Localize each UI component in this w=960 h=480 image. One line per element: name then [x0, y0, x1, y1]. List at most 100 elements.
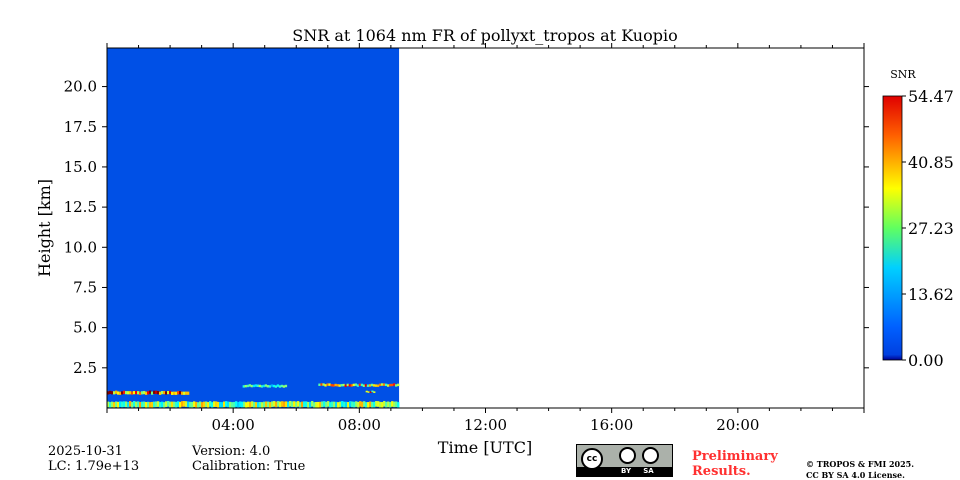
heatmap-cell [287, 401, 290, 408]
colorbar-tick-label: 40.85 [908, 153, 954, 172]
y-tick-label: 5.0 [73, 319, 97, 337]
heatmap-cell [141, 391, 144, 395]
heatmap-cell [367, 391, 370, 393]
heatmap-cell [334, 383, 337, 387]
heatmap-cell [107, 391, 110, 395]
heatmap-cell [260, 385, 264, 388]
heatmap-cell [161, 390, 164, 395]
heatmap-cell [332, 384, 335, 387]
preliminary-line2: Results. [692, 464, 751, 479]
y-tick-label: 17.5 [64, 118, 97, 136]
heatmap-cell [373, 391, 376, 393]
heatmap-cell [320, 383, 323, 386]
heatmap-cell [278, 385, 282, 388]
heatmap-cell [365, 390, 368, 393]
heatmap-cell [317, 401, 320, 408]
heatmap-cell [322, 383, 325, 386]
calibration-label: Calibration: True [192, 459, 306, 474]
heatmap-cell [325, 401, 328, 408]
heatmap-cell [395, 401, 398, 408]
heatmap-cell [261, 402, 264, 408]
heatmap-cell [324, 384, 327, 387]
heatmap-cell [318, 383, 321, 386]
heatmap-cell [307, 401, 310, 408]
version-label: Version: 4.0 [192, 444, 271, 459]
heatmap-cell [253, 401, 256, 408]
heatmap-cell [311, 400, 314, 407]
heatmap-cell [357, 401, 360, 408]
heatmap-cell [328, 383, 331, 386]
heatmap-cell [359, 401, 362, 407]
heatmap-cell [369, 391, 372, 393]
heatmap-cell [135, 401, 138, 408]
heatmap-cell [393, 401, 396, 408]
heatmap-cell [285, 401, 288, 408]
preliminary-line1: Preliminary [692, 449, 778, 464]
y-tick-label: 7.5 [73, 278, 97, 296]
x-axis-label: Time [UTC] [438, 438, 532, 457]
heatmap-cell [245, 402, 248, 408]
heatmap-cell [309, 401, 312, 408]
heatmap-cell [249, 401, 252, 408]
heatmap-cell [348, 384, 351, 387]
heatmap-cell [165, 391, 168, 395]
heatmap-cell [109, 402, 112, 408]
heatmap-cell [115, 390, 118, 394]
heatmap-cell [391, 383, 394, 387]
heatmap-cell [267, 401, 270, 408]
heatmap-cell [173, 391, 176, 395]
x-tick-label: 08:00 [338, 416, 381, 434]
heatmap-cell [381, 402, 384, 408]
heatmap-cell [279, 401, 282, 408]
heatmap-cell [383, 400, 386, 407]
colorbar-label: SNR [890, 68, 916, 81]
heatmap-cell [217, 401, 220, 408]
heatmap-cell [185, 401, 188, 407]
heatmap-cell [358, 383, 362, 386]
heatmap-cell [248, 384, 251, 387]
heatmap-cell [147, 401, 150, 408]
heatmap-cell [327, 401, 330, 407]
colorbar-tick-label: 13.62 [908, 285, 954, 304]
heatmap-cell [391, 401, 394, 407]
heatmap-cell [329, 402, 332, 408]
heatmap-cell [362, 384, 366, 387]
heatmap-cell [263, 401, 266, 408]
heatmap-cell [185, 391, 188, 395]
heatmap-cell [301, 401, 304, 408]
heatmap-cell [299, 402, 302, 408]
heatmap-cell [129, 401, 132, 407]
heatmap-cell [283, 401, 286, 408]
heatmap-cell [117, 391, 120, 395]
heatmap-cell [211, 402, 214, 408]
heatmap-cell [213, 401, 216, 407]
heatmap-cell [293, 401, 296, 407]
heatmap-cell [179, 401, 182, 408]
heatmap-cell [372, 384, 376, 387]
heatmap-cell [167, 391, 170, 395]
heatmap-cell [393, 383, 396, 386]
heatmap-cell [280, 384, 284, 388]
heatmap-cell [169, 401, 172, 408]
heatmap-cell [205, 401, 208, 408]
heatmap-cell [266, 385, 270, 388]
heatmap-cell [137, 401, 140, 407]
heatmap-cell [344, 384, 347, 387]
heatmap-cell [333, 401, 336, 408]
heatmap-cell [340, 384, 343, 387]
heatmap-cell [119, 391, 122, 395]
y-tick-label: 15.0 [64, 158, 97, 176]
heatmap-cell [133, 391, 136, 395]
axis-ticks: 04:00 08:00 12:00 16:00 20:00 2.5 5.0 7.5 10.0 12… [64, 43, 869, 434]
heatmap-cell [388, 383, 392, 387]
heatmap-cell [243, 401, 246, 408]
heatmap-cell [321, 401, 324, 408]
heatmap-cell [315, 401, 318, 408]
colorbar-ticks: 0.00 13.62 27.23 40.85 54.47 [902, 87, 954, 370]
heatmap-cell [326, 383, 329, 386]
heatmap-cell [225, 401, 228, 407]
heatmap-cell [121, 401, 124, 408]
y-tick-label: 10.0 [64, 238, 97, 256]
